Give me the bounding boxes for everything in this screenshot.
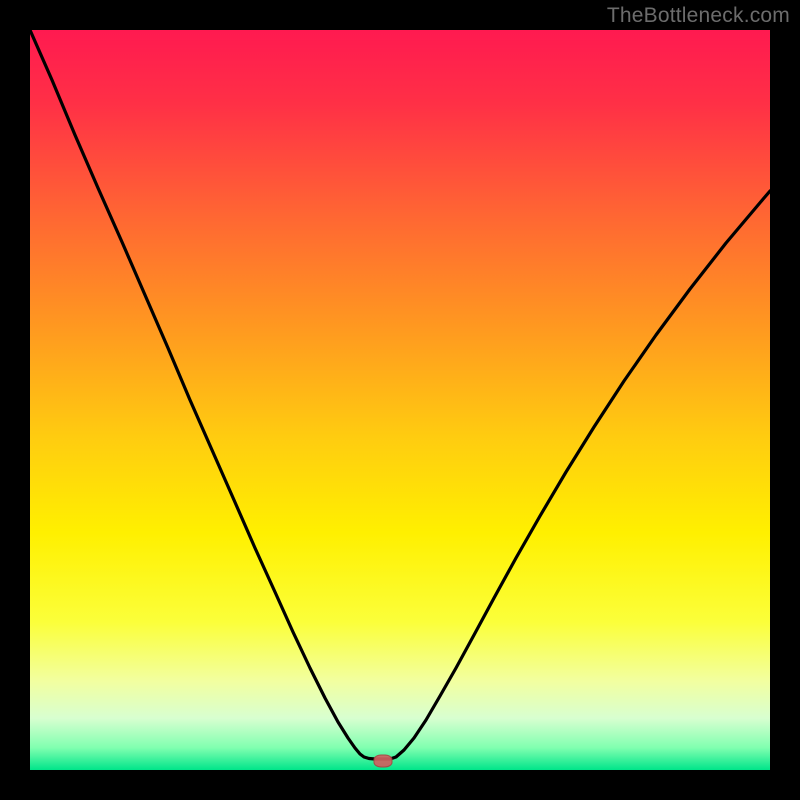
minimum-marker: [374, 755, 393, 768]
curve-right-branch: [390, 191, 770, 759]
plot-area: [30, 30, 770, 770]
curve-layer: [30, 30, 770, 770]
curve-left-branch: [30, 30, 375, 759]
chart-container: TheBottleneck.com: [0, 0, 800, 800]
watermark-text: TheBottleneck.com: [607, 4, 790, 28]
